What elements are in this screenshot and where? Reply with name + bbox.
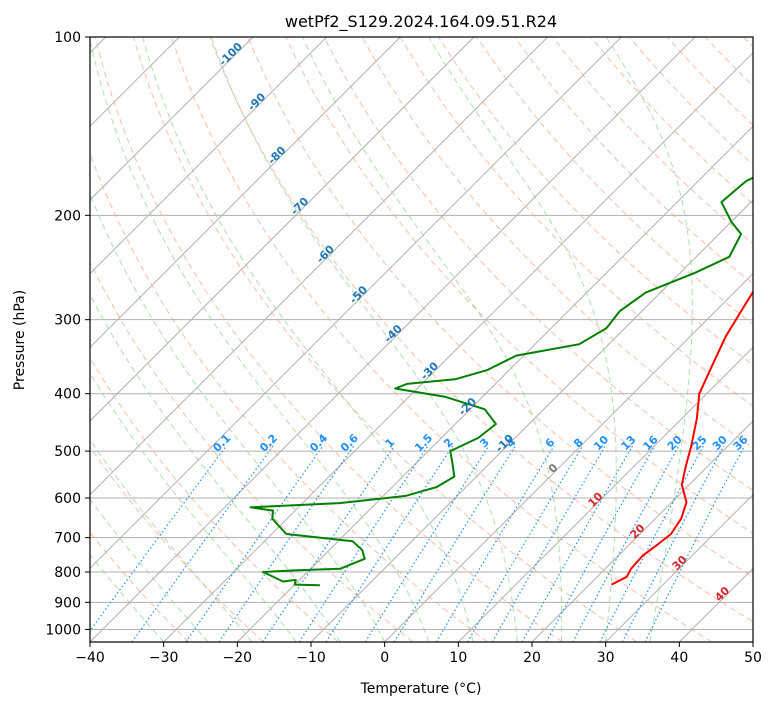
isotherm-line xyxy=(90,37,696,642)
moist-adiabat-line xyxy=(90,192,386,642)
moist-adiabat-line xyxy=(428,37,617,642)
mixing-ratio-line xyxy=(298,445,429,642)
x-axis-ticks: −40 −30 −20 −10 0 10 20 30 40 50 xyxy=(75,642,762,666)
y-tick-label: 300 xyxy=(54,313,81,329)
x-tick-label: 10 xyxy=(449,650,467,666)
dry-adiabat-line xyxy=(209,37,753,623)
y-tick-label: 600 xyxy=(54,491,81,507)
dry-adiabat-line xyxy=(476,37,753,325)
isotherm-line xyxy=(90,37,328,275)
moist-adiabat-line xyxy=(90,438,253,642)
y-tick-label: 700 xyxy=(54,531,81,547)
moist-adiabat-line xyxy=(90,293,341,642)
y-tick-label: 100 xyxy=(54,30,81,46)
x-tick-label: 20 xyxy=(523,650,541,666)
moist-adiabat-line xyxy=(605,37,693,642)
x-tick-label: −30 xyxy=(149,650,179,666)
moist-adiabat-line xyxy=(90,498,209,642)
dry-adiabat-line xyxy=(171,37,712,642)
mixing-ratio-line xyxy=(364,445,490,642)
mixing-ratio-line xyxy=(521,445,634,642)
isotherm-line xyxy=(90,37,549,496)
chart-title: wetPf2_S129.2024.164.09.51.R24 xyxy=(285,12,557,32)
mixing-ratio-line xyxy=(131,445,274,642)
y-tick-label: 400 xyxy=(54,387,81,403)
isotherm-line xyxy=(236,125,753,642)
moist-adiabat-line xyxy=(210,37,518,642)
isotherm-line xyxy=(90,37,401,349)
dry-adiabat-line xyxy=(90,356,339,642)
dry-adiabat-line xyxy=(90,446,264,642)
isotherm-line xyxy=(90,37,622,570)
isotherm-line xyxy=(605,493,753,642)
isotherm-line xyxy=(531,420,753,642)
mixing-ratio-line xyxy=(185,445,324,642)
moist-adiabat-line xyxy=(302,37,563,642)
x-tick-label: 40 xyxy=(670,650,688,666)
mixing-ratio-line xyxy=(393,445,516,642)
x-tick-label: 50 xyxy=(744,650,762,666)
dry-adiabat-line xyxy=(247,37,753,578)
isotherm-line xyxy=(384,272,753,642)
temperature-profile-line xyxy=(611,290,753,586)
x-tick-label: 0 xyxy=(380,650,389,666)
moist-adiabat-line xyxy=(90,553,165,642)
moist-adiabat-line xyxy=(90,37,430,642)
moist-adiabat-line xyxy=(90,372,297,642)
isotherm-line xyxy=(90,37,254,201)
x-tick-label: −20 xyxy=(223,650,253,666)
plot-area xyxy=(90,37,753,642)
dry-adiabat-line xyxy=(514,37,753,285)
dry-adiabat-line xyxy=(285,37,753,535)
x-tick-label: 30 xyxy=(597,650,615,666)
y-tick-label: 1000 xyxy=(45,622,81,638)
isotherm-line xyxy=(457,346,753,642)
isotherm-line xyxy=(163,51,753,642)
y-tick-label: 900 xyxy=(54,595,81,611)
mixing-ratio-line xyxy=(644,445,746,642)
mixing-ratio-line xyxy=(262,445,395,642)
mixing-ratio-line xyxy=(545,445,656,642)
x-tick-label: −10 xyxy=(296,650,326,666)
x-axis-label: Temperature (°C) xyxy=(360,681,482,697)
dry-adiabat-line xyxy=(323,37,753,491)
mixing-ratio-line xyxy=(435,445,555,642)
dry-adiabat-line xyxy=(94,37,563,642)
mixing-ratio-line xyxy=(466,445,584,642)
mixing-ratio-line xyxy=(218,445,355,642)
moist-adiabat-line xyxy=(142,37,474,642)
y-axis-label: Pressure (hPa) xyxy=(12,290,28,390)
y-axis-ticks: 100 200 300 400 500 600 700 800 900 1000 xyxy=(45,30,90,638)
mixing-ratio-line xyxy=(325,445,454,642)
mixing-ratio-line xyxy=(621,445,725,642)
plot-frame xyxy=(89,36,754,643)
y-tick-label: 800 xyxy=(54,565,81,581)
y-tick-label: 200 xyxy=(54,208,81,224)
isotherm-line xyxy=(90,37,475,422)
dewpoint-profile-line xyxy=(249,176,753,587)
dry-adiabat-line xyxy=(90,260,414,642)
x-tick-label: −40 xyxy=(75,650,105,666)
y-tick-label: 500 xyxy=(54,444,81,460)
